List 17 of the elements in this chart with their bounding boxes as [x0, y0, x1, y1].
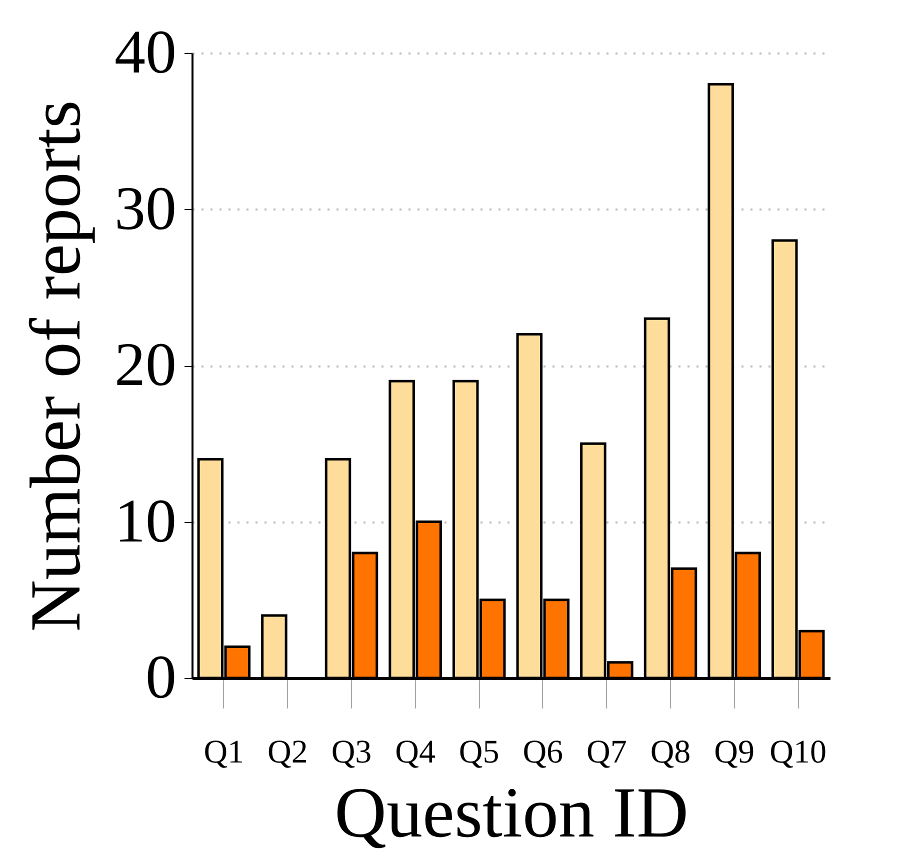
x-tick-label: Q6 — [522, 734, 564, 770]
x-tick-label: Q2 — [268, 734, 308, 770]
x-tick-label: Q3 — [331, 734, 372, 770]
y-tick-label: 0 — [146, 644, 176, 712]
x-tick-label: Q10 — [770, 734, 827, 770]
x-tick-label: Q1 — [204, 734, 244, 770]
y-tick-label: 40 — [114, 18, 176, 86]
x-tick-label: Q7 — [586, 734, 627, 770]
x-tick-label: Q5 — [458, 734, 500, 770]
y-tick-label: 20 — [114, 331, 176, 399]
y-axis-title: Number of reports — [16, 100, 96, 632]
y-tick-label: 10 — [114, 487, 176, 556]
x-tick-label: Q9 — [714, 734, 754, 770]
x-tick-label: Q8 — [650, 734, 691, 770]
y-tick-label: 30 — [114, 174, 176, 243]
x-tick-label: Q4 — [395, 734, 436, 770]
x-axis-title: Question ID — [334, 772, 688, 852]
